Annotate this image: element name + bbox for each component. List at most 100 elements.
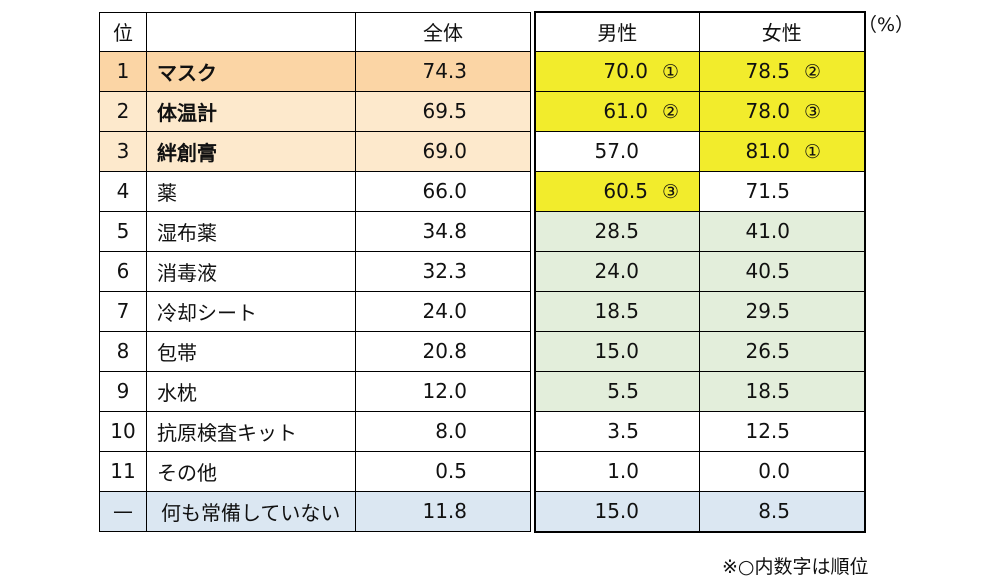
all-value-cell: 34.8	[355, 210, 531, 252]
male-value-cell: 3.5	[533, 410, 700, 452]
male-value-cell: 57.0	[533, 130, 700, 172]
table-row: 3 絆創膏 69.0 57.0 81.0 ①	[99, 130, 866, 172]
male-value: 61.0	[603, 99, 648, 123]
male-value-cell: 60.5 ③	[533, 170, 700, 212]
rank-cell: 7	[99, 290, 147, 332]
header-all: 全体	[355, 11, 531, 52]
table-row: 1 マスク 74.3 70.0 ① 78.5 ②	[99, 50, 866, 92]
rank-cell: 5	[99, 210, 147, 252]
female-value: 12.5	[745, 419, 790, 443]
all-value-cell: 74.3	[355, 50, 531, 92]
male-value: 15.0	[594, 339, 639, 363]
male-value: 24.0	[594, 259, 639, 283]
male-value-cell: 70.0 ①	[533, 50, 700, 92]
item-cell: 絆創膏	[146, 130, 356, 172]
table-row: 10 抗原検査キット 8.0 3.5 12.5	[99, 410, 866, 452]
female-value-cell: 78.0 ③	[699, 90, 866, 132]
female-value: 26.5	[745, 339, 790, 363]
female-value-cell: 78.5 ②	[699, 50, 866, 92]
item-cell: マスク	[146, 50, 356, 92]
female-value: 78.5	[745, 59, 790, 83]
male-value-cell: 15.0	[533, 490, 700, 533]
male-value-cell: 24.0	[533, 250, 700, 292]
male-rank-mark: ①	[661, 61, 679, 83]
male-value: 57.0	[594, 139, 639, 163]
rank-cell: 9	[99, 370, 147, 412]
item-cell: 水枕	[146, 370, 356, 412]
ranking-table: 位 全体 男性 女性 1 マスク 74.3 70.0 ① 78.5 ② 2 体温計 69.5 61.…	[99, 11, 866, 533]
female-value: 8.5	[758, 499, 790, 523]
female-rank-mark: ①	[804, 141, 822, 163]
table-row: 7 冷却シート 24.0 18.5 29.5	[99, 290, 866, 332]
male-value-cell: 18.5	[533, 290, 700, 332]
female-value-cell: 41.0	[699, 210, 866, 252]
all-value-cell: 69.5	[355, 90, 531, 132]
item-cell: 湿布薬	[146, 210, 356, 252]
male-value: 70.0	[603, 59, 648, 83]
all-value-cell: 12.0	[355, 370, 531, 412]
table-row: 9 水枕 12.0 5.5 18.5	[99, 370, 866, 412]
item-cell: 包帯	[146, 330, 356, 372]
female-value-cell: 71.5	[699, 170, 866, 212]
male-value: 28.5	[594, 219, 639, 243]
rank-cell: 1	[99, 50, 147, 92]
female-value: 41.0	[745, 219, 790, 243]
table-row: 5 湿布薬 34.8 28.5 41.0	[99, 210, 866, 252]
rank-cell: 6	[99, 250, 147, 292]
all-value-cell: 0.5	[355, 450, 531, 492]
female-value: 0.0	[758, 459, 790, 483]
female-value-cell: 18.5	[699, 370, 866, 412]
item-cell: 体温計	[146, 90, 356, 132]
male-value-cell: 1.0	[533, 450, 700, 492]
female-value: 78.0	[745, 99, 790, 123]
all-value-cell: 66.0	[355, 170, 531, 212]
male-value: 60.5	[603, 179, 648, 203]
item-cell: 抗原検査キット	[146, 410, 356, 452]
rank-cell: 2	[99, 90, 147, 132]
unit-label: （%）	[858, 14, 915, 36]
item-cell: 薬	[146, 170, 356, 212]
item-cell: 消毒液	[146, 250, 356, 292]
female-value-cell: 26.5	[699, 330, 866, 372]
female-value-cell: 0.0	[699, 450, 866, 492]
male-value: 1.0	[607, 459, 639, 483]
female-value: 18.5	[745, 379, 790, 403]
all-value-cell: 24.0	[355, 290, 531, 332]
male-value-cell: 28.5	[533, 210, 700, 252]
table-row: 11 その他 0.5 1.0 0.0	[99, 450, 866, 492]
male-value: 5.5	[607, 379, 639, 403]
header-male: 男性	[533, 11, 700, 52]
table-row: 6 消毒液 32.3 24.0 40.5	[99, 250, 866, 292]
all-value-cell: 69.0	[355, 130, 531, 172]
male-value: 3.5	[607, 419, 639, 443]
female-value: 29.5	[745, 299, 790, 323]
table-row: — 何も常備していない 11.8 15.0 8.5	[99, 490, 866, 533]
female-value: 81.0	[745, 139, 790, 163]
male-value-cell: 61.0 ②	[533, 90, 700, 132]
male-value-cell: 15.0	[533, 330, 700, 372]
rank-cell: 4	[99, 170, 147, 212]
all-value-cell: 11.8	[355, 490, 531, 532]
male-value-cell: 5.5	[533, 370, 700, 412]
item-cell: 何も常備していない	[146, 490, 356, 532]
table-row: 4 薬 66.0 60.5 ③ 71.5	[99, 170, 866, 212]
female-value: 71.5	[745, 179, 790, 203]
female-value-cell: 29.5	[699, 290, 866, 332]
male-rank-mark: ②	[661, 101, 679, 123]
female-value: 40.5	[745, 259, 790, 283]
rank-cell: 10	[99, 410, 147, 452]
header-rank: 位	[99, 11, 147, 52]
male-value: 15.0	[594, 499, 639, 523]
rank-cell: —	[99, 490, 147, 532]
header-row: 位 全体 男性 女性	[99, 11, 866, 52]
table-row: 2 体温計 69.5 61.0 ② 78.0 ③	[99, 90, 866, 132]
rank-cell: 3	[99, 130, 147, 172]
all-value-cell: 20.8	[355, 330, 531, 372]
all-value-cell: 8.0	[355, 410, 531, 452]
all-value-cell: 32.3	[355, 250, 531, 292]
item-cell: その他	[146, 450, 356, 492]
female-value-cell: 81.0 ①	[699, 130, 866, 172]
female-value-cell: 40.5	[699, 250, 866, 292]
male-rank-mark: ③	[661, 181, 679, 203]
item-cell: 冷却シート	[146, 290, 356, 332]
